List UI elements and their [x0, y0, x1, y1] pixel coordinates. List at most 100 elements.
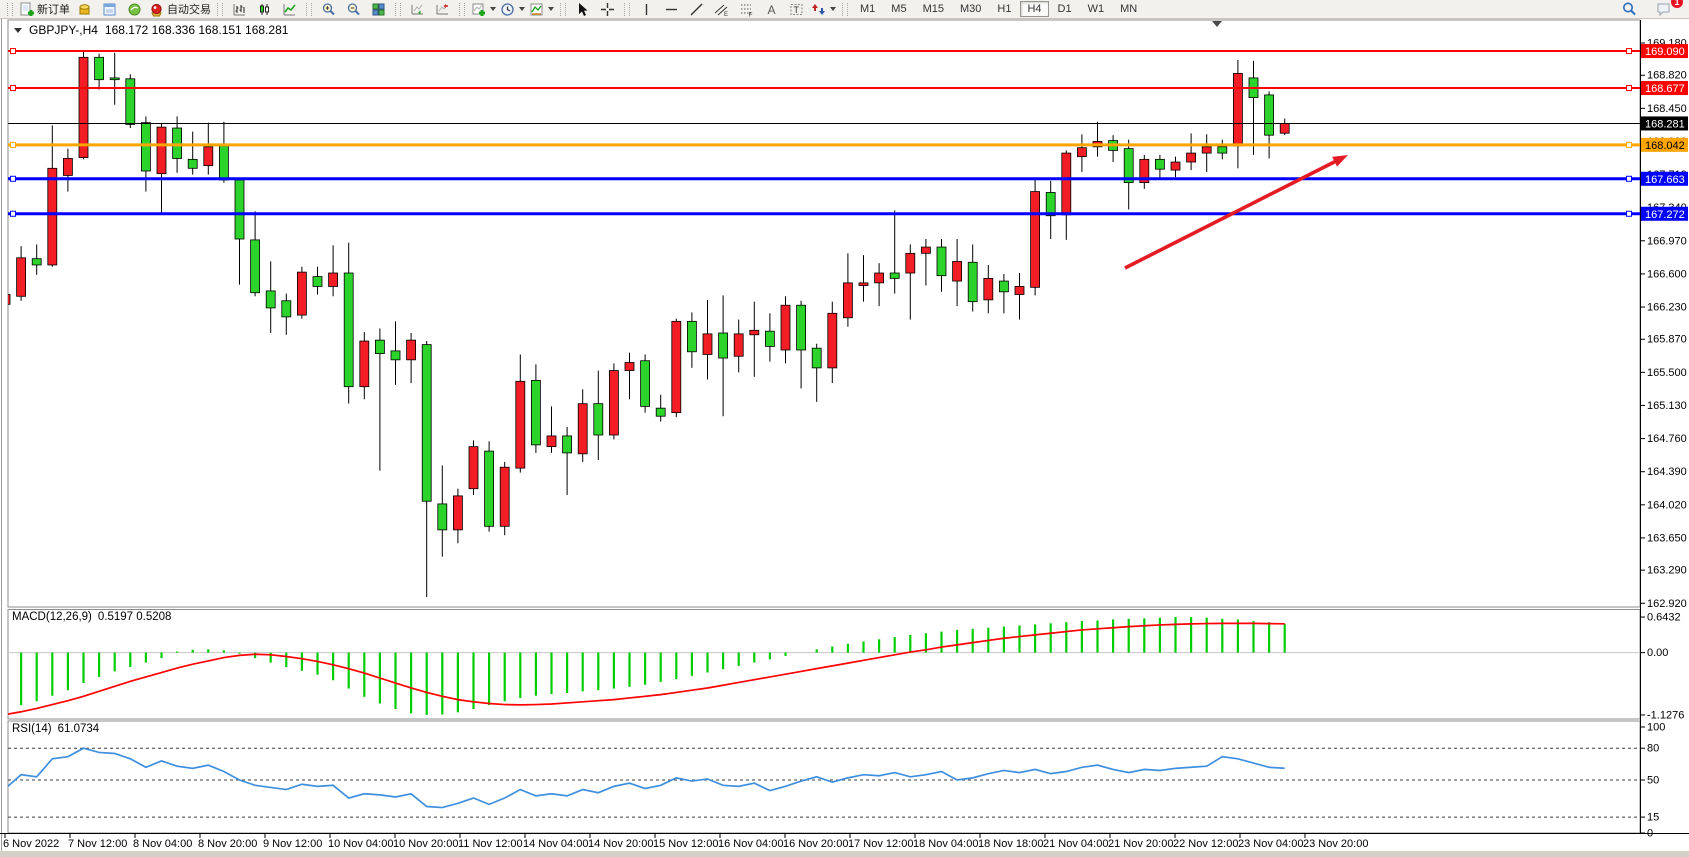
search-button[interactable] — [1616, 1, 1641, 18]
autotrading-button[interactable]: 自动交易 — [147, 1, 213, 18]
rsi-panel[interactable] — [7, 720, 1641, 834]
templates-button[interactable] — [527, 1, 556, 18]
line-handle[interactable] — [10, 141, 16, 148]
rsi-series — [8, 747, 1640, 818]
svg-text:50: 50 — [1647, 775, 1659, 787]
chart-shift-button[interactable] — [430, 1, 455, 18]
horizontal-line-objects[interactable]: 169.090 168.677 168.042 167.663 167.272 — [8, 44, 1688, 221]
candlestick-chart-button[interactable] — [252, 1, 277, 18]
svg-text:11 Nov 12:00: 11 Nov 12:00 — [458, 838, 523, 850]
trendline-tool[interactable] — [684, 1, 709, 18]
navigator-button[interactable] — [122, 1, 147, 18]
line-handle[interactable] — [10, 85, 16, 92]
rsi-axis[interactable]: 100 80 50 15 0 — [1640, 722, 1665, 840]
text-icon: A — [764, 2, 779, 17]
vertical-line-tool[interactable] — [634, 1, 659, 18]
tab-timeframe-w1[interactable]: W1 — [1087, 3, 1105, 15]
tab-timeframe-m1[interactable]: M1 — [860, 3, 876, 15]
auto-scroll-button[interactable] — [405, 1, 430, 18]
text-label-tool[interactable]: T — [784, 1, 809, 18]
horizontal-line-tool[interactable] — [659, 1, 684, 18]
bar-chart-button[interactable] — [227, 1, 252, 18]
tab-timeframe-mn[interactable]: MN — [1120, 3, 1138, 15]
channel-tool[interactable]: E — [709, 1, 734, 18]
zoom-out-button[interactable] — [341, 1, 366, 18]
svg-text:165.870: 165.870 — [1647, 334, 1687, 346]
toolbar-grip[interactable] — [7, 2, 13, 16]
svg-text:T: T — [794, 5, 800, 15]
toolbar-grip[interactable] — [306, 2, 312, 16]
trend-arrow[interactable] — [1124, 155, 1348, 270]
toolbar-grip[interactable] — [560, 2, 566, 16]
tab-timeframe-h1[interactable]: H1 — [997, 3, 1012, 15]
line-handle[interactable] — [10, 210, 16, 217]
arrow-objects-button[interactable] — [809, 1, 838, 18]
toolbar-grip[interactable] — [842, 2, 848, 16]
templates-dropdown[interactable] — [548, 7, 554, 11]
fibonacci-tool[interactable]: F — [734, 1, 759, 18]
svg-text:21 Nov 20:00: 21 Nov 20:00 — [1108, 838, 1173, 850]
svg-text:166.230: 166.230 — [1647, 302, 1687, 314]
tab-timeframe-m5[interactable]: M5 — [891, 3, 907, 15]
svg-text:0.6432: 0.6432 — [1647, 612, 1681, 624]
macd-panel[interactable] — [7, 609, 1641, 720]
svg-text:165.130: 165.130 — [1647, 400, 1687, 412]
indicators-dropdown[interactable] — [490, 7, 496, 11]
text-tool[interactable]: A — [759, 1, 784, 18]
svg-text:9 Nov 12:00: 9 Nov 12:00 — [263, 838, 322, 850]
macd-axis[interactable]: 0.6432 0.00 -1.1276 — [1640, 612, 1684, 722]
svg-text:8 Nov 20:00: 8 Nov 20:00 — [198, 838, 257, 850]
toolbar-grip[interactable] — [217, 2, 223, 16]
toolbar-grip[interactable] — [624, 2, 630, 16]
arrow-objects-icon — [811, 2, 826, 17]
zoom-in-icon — [321, 2, 336, 17]
notifications-button[interactable]: 1 — [1651, 0, 1683, 18]
svg-text:0.00: 0.00 — [1647, 647, 1668, 659]
svg-text:15 Nov 12:00: 15 Nov 12:00 — [653, 838, 718, 850]
toolbar-grip[interactable] — [459, 2, 465, 16]
svg-text:163.290: 163.290 — [1647, 565, 1687, 577]
indicators-button[interactable] — [469, 1, 498, 18]
periods-button[interactable] — [498, 1, 527, 18]
data-window-button[interactable] — [97, 1, 122, 18]
tab-timeframe-m15[interactable]: M15 — [922, 3, 944, 15]
zoom-in-button[interactable] — [316, 1, 341, 18]
line-handle[interactable] — [1626, 85, 1632, 92]
tile-windows-button[interactable] — [366, 1, 391, 18]
chart-shift-marker[interactable] — [1212, 21, 1222, 27]
line-chart-button[interactable] — [277, 1, 302, 18]
fibonacci-icon: F — [739, 2, 754, 17]
new-order-button[interactable]: 新订单 — [17, 1, 72, 18]
line-handle[interactable] — [1626, 175, 1632, 182]
line-handle[interactable] — [1626, 210, 1632, 217]
line-handle[interactable] — [1626, 141, 1632, 148]
svg-text:18 Nov 18:00: 18 Nov 18:00 — [978, 838, 1043, 850]
crosshair-icon — [600, 2, 615, 17]
svg-text:165.500: 165.500 — [1647, 367, 1687, 379]
crosshair-tool-button[interactable] — [595, 1, 620, 18]
svg-text:168.450: 168.450 — [1647, 103, 1687, 115]
channel-icon: E — [714, 2, 729, 17]
line-handle[interactable] — [10, 175, 16, 182]
toolbar-grip[interactable] — [395, 2, 401, 16]
cursor-tool-button[interactable] — [570, 1, 595, 18]
tab-timeframe-d1[interactable]: D1 — [1057, 3, 1072, 15]
tab-timeframe-h4[interactable]: H4 — [1020, 1, 1049, 17]
tab-timeframe-m30[interactable]: M30 — [959, 3, 982, 15]
svg-text:7 Nov 12:00: 7 Nov 12:00 — [68, 838, 127, 850]
line-handle[interactable] — [10, 48, 16, 55]
arrow-objects-dropdown[interactable] — [830, 7, 836, 11]
periods-dropdown[interactable] — [519, 7, 525, 11]
main-chart-panel[interactable] — [7, 19, 1641, 608]
market-watch-button[interactable] — [72, 1, 97, 18]
svg-text:100: 100 — [1647, 722, 1665, 734]
time-axis[interactable]: 6 Nov 2022 7 Nov 12:00 8 Nov 04:00 8 Nov 20… — [3, 834, 1368, 850]
svg-text:163.650: 163.650 — [1647, 532, 1687, 544]
candlestick-chart-icon — [257, 2, 272, 17]
svg-text:E: E — [724, 12, 728, 17]
svg-text:168.281: 168.281 — [1645, 118, 1685, 130]
line-handle[interactable] — [1626, 48, 1632, 55]
svg-text:168.677: 168.677 — [1645, 83, 1685, 95]
